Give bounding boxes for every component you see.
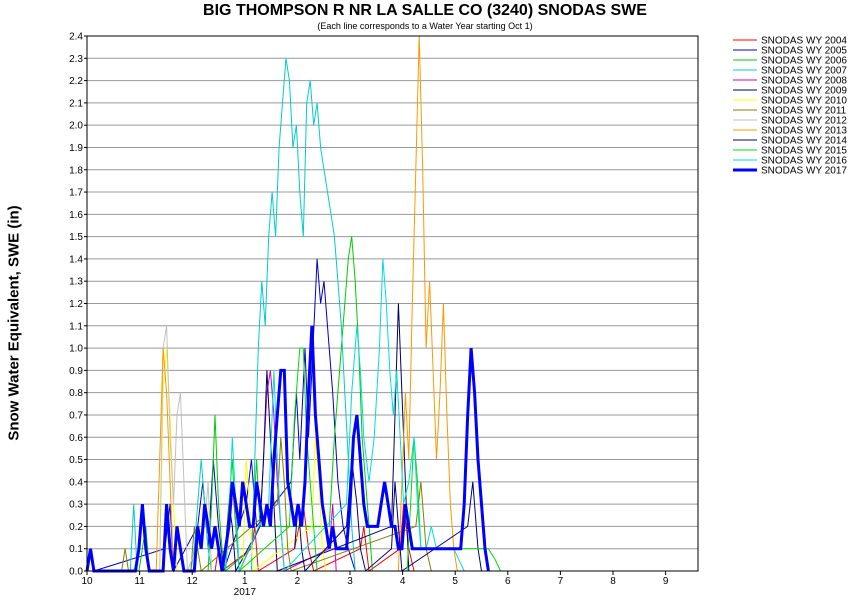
chart-subtitle: (Each line corresponds to a Water Year s…	[317, 21, 533, 31]
legend-label: SNODAS WY 2005	[761, 46, 847, 57]
y-tick-label: 0.9	[69, 366, 83, 377]
y-tick-label: 1.1	[69, 321, 83, 332]
legend-label: SNODAS WY 2012	[761, 116, 847, 127]
legend-label: SNODAS WY 2016	[761, 156, 847, 167]
x-tick-label: 9	[663, 576, 669, 587]
x-tick-label: 5	[452, 576, 458, 587]
y-tick-label: 2.4	[69, 32, 83, 43]
legend-label: SNODAS WY 2004	[761, 36, 847, 47]
x-tick-label: 8	[610, 576, 616, 587]
series-layer	[85, 35, 501, 573]
legend-label: SNODAS WY 2011	[761, 106, 847, 117]
y-tick-label: 1.0	[69, 344, 83, 355]
y-tick-label: 2.3	[69, 54, 83, 65]
y-tick-label: 0.1	[69, 544, 83, 555]
series-line-snodas-wy-2004	[214, 504, 415, 572]
legend-label: SNODAS WY 2014	[761, 136, 847, 147]
x-tick-label: 11	[134, 576, 145, 587]
legend-label: SNODAS WY 2006	[761, 56, 847, 67]
x-tick-label: 10	[81, 576, 93, 587]
y-tick-label: 1.7	[69, 188, 83, 199]
x-tick-label: 7	[558, 576, 564, 587]
series-line-snodas-wy-2016	[224, 258, 465, 573]
y-tick-label: 1.2	[69, 299, 83, 310]
legend-label: SNODAS WY 2017	[761, 166, 847, 177]
legend-label: SNODAS WY 2010	[761, 96, 847, 107]
series-line-snodas-wy-2012	[159, 325, 213, 572]
x-tick-label: 6	[505, 576, 511, 587]
y-tick-label: 0.2	[69, 522, 83, 533]
x-tick-label: 1	[242, 576, 248, 587]
y-tick-label: 1.3	[69, 277, 83, 288]
y-tick-label: 2.1	[69, 98, 83, 109]
x-tick-label: 4	[400, 576, 406, 587]
y-tick-label: 0.8	[69, 388, 83, 399]
x-tick-year-label: 2017	[234, 587, 257, 598]
y-tick-label: 2.0	[69, 121, 83, 132]
y-tick-label: 1.8	[69, 165, 83, 176]
y-tick-label: 0.6	[69, 433, 83, 444]
x-tick-label: 2	[295, 576, 301, 587]
series-line-snodas-wy-2007	[129, 58, 356, 572]
y-tick-label: 0.4	[69, 477, 83, 488]
legend-label: SNODAS WY 2009	[761, 86, 847, 97]
x-tick-label: 3	[347, 576, 353, 587]
legend-label: SNODAS WY 2013	[761, 126, 847, 137]
y-tick-label: 0.0	[69, 567, 83, 578]
series-line-snodas-wy-2017	[85, 325, 490, 573]
series-line-snodas-wy-2015	[224, 347, 501, 573]
y-tick-label: 1.5	[69, 232, 83, 243]
y-tick-label: 1.9	[69, 143, 83, 154]
legend-label: SNODAS WY 2015	[761, 146, 847, 157]
y-tick-label: 1.6	[69, 210, 83, 221]
y-tick-label: 2.2	[69, 76, 83, 87]
y-tick-label: 1.4	[69, 254, 83, 265]
x-tick-label: 12	[187, 576, 199, 587]
chart-title: BIG THOMPSON R NR LA SALLE CO (3240) SNO…	[203, 2, 647, 19]
y-tick-labels: 0.0 0.1 0.2 0.3 0.4 0.5 0.6 0.7 0.8 0.9 1.0 1.1 1.2 1…	[69, 32, 87, 578]
legend-label: SNODAS WY 2007	[761, 66, 847, 77]
legend-label: SNODAS WY 2008	[761, 76, 847, 87]
y-tick-label: 0.7	[69, 410, 83, 421]
y-tick-label: 0.3	[69, 500, 83, 511]
y-tick-label: 0.5	[69, 455, 83, 466]
